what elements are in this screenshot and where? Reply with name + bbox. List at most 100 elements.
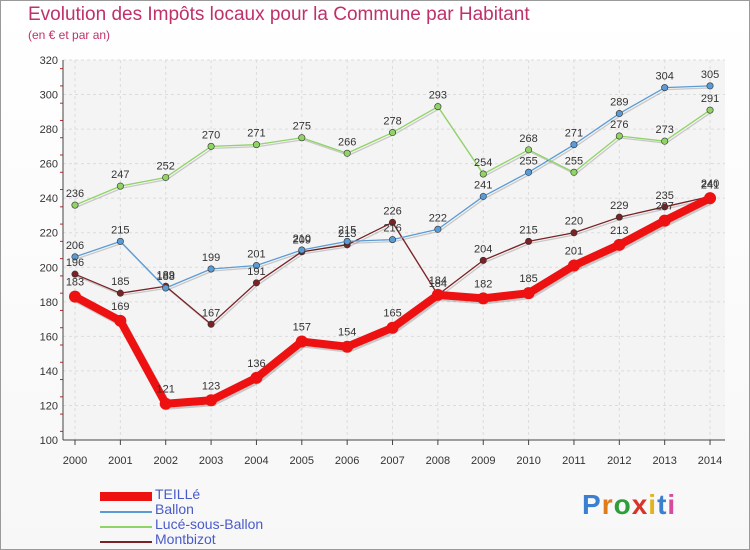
data-label-teill-: 154 xyxy=(338,327,356,339)
data-point-ballon xyxy=(207,265,215,273)
x-tick-label: 2011 xyxy=(562,455,586,467)
data-point-teill- xyxy=(658,214,671,227)
y-tick-label: 220 xyxy=(40,228,58,240)
data-label-luc-sous-ballon: 275 xyxy=(293,121,311,133)
data-label-montbizot: 167 xyxy=(202,307,220,319)
data-point-ballon xyxy=(298,246,306,254)
data-label-ballon: 199 xyxy=(202,252,220,264)
data-point-luc-sous-ballon xyxy=(434,103,442,111)
data-point-teill- xyxy=(295,335,308,348)
legend-label: Ballon xyxy=(155,501,194,517)
x-tick-label: 2005 xyxy=(290,455,314,467)
data-point-teill- xyxy=(704,192,717,205)
data-label-luc-sous-ballon: 270 xyxy=(202,129,220,141)
data-label-ballon: 210 xyxy=(293,233,311,245)
y-tick-label: 240 xyxy=(40,193,58,205)
data-label-montbizot: 213 xyxy=(338,228,356,240)
data-label-ballon: 289 xyxy=(610,97,628,109)
data-label-teill-: 121 xyxy=(157,384,175,396)
data-label-montbizot: 229 xyxy=(610,200,628,212)
data-label-teill-: 185 xyxy=(519,273,537,285)
data-label-montbizot: 235 xyxy=(656,190,674,202)
data-point-teill- xyxy=(613,238,626,251)
data-point-ballon xyxy=(525,168,533,176)
data-point-ballon xyxy=(252,262,260,270)
data-label-teill-: 213 xyxy=(610,225,628,237)
x-tick-label: 2007 xyxy=(380,455,404,467)
data-point-luc-sous-ballon xyxy=(298,134,306,142)
y-tick-label: 260 xyxy=(40,159,58,171)
data-point-luc-sous-ballon xyxy=(343,149,351,157)
data-point-montbizot xyxy=(71,270,79,278)
x-tick-label: 2013 xyxy=(652,455,676,467)
data-label-luc-sous-ballon: 255 xyxy=(565,155,583,167)
data-label-montbizot: 191 xyxy=(247,266,265,278)
legend-label: Montbizot xyxy=(155,531,216,547)
data-labels: 196 185 189 167 191 209 213 226 184 204 215 220 229 2… xyxy=(66,69,719,396)
data-label-ballon: 271 xyxy=(565,128,583,140)
data-point-ballon xyxy=(162,284,170,292)
legend-label: TEILLé xyxy=(155,486,201,502)
data-point-ballon xyxy=(71,253,79,261)
data-label-luc-sous-ballon: 252 xyxy=(157,160,175,172)
data-label-ballon: 222 xyxy=(429,212,447,224)
x-tick-label: 2010 xyxy=(516,455,540,467)
data-label-montbizot: 220 xyxy=(565,216,583,228)
data-point-luc-sous-ballon xyxy=(252,141,260,149)
data-label-luc-sous-ballon: 247 xyxy=(111,169,129,181)
data-label-teill-: 227 xyxy=(656,201,674,213)
data-point-luc-sous-ballon xyxy=(661,137,669,145)
data-label-montbizot: 184 xyxy=(429,278,447,290)
data-label-luc-sous-ballon: 276 xyxy=(610,119,628,131)
y-tick-label: 120 xyxy=(40,400,58,412)
logo-letter: r xyxy=(601,489,614,520)
data-point-ballon xyxy=(570,141,578,149)
series-layer xyxy=(69,82,717,410)
data-label-teill-: 123 xyxy=(202,380,220,392)
data-point-teill- xyxy=(341,340,354,353)
data-label-montbizot: 215 xyxy=(519,224,537,236)
data-point-luc-sous-ballon xyxy=(116,182,124,190)
data-point-ballon xyxy=(343,237,351,245)
x-tick-label: 2009 xyxy=(471,455,495,467)
x-tick-label: 2014 xyxy=(698,455,722,467)
y-tick-label: 180 xyxy=(40,297,58,309)
y-tick-label: 300 xyxy=(40,90,58,102)
data-point-ballon xyxy=(706,82,714,90)
y-tick-label: 160 xyxy=(40,331,58,343)
data-label-teill-: 165 xyxy=(383,308,401,320)
data-label-luc-sous-ballon: 278 xyxy=(383,116,401,128)
data-label-montbizot: 189 xyxy=(157,269,175,281)
x-tick-label: 2000 xyxy=(63,455,87,467)
legend-swatch xyxy=(100,492,152,501)
logo-letter: P xyxy=(582,489,602,520)
x-tick-label: 2012 xyxy=(607,455,631,467)
data-point-montbizot xyxy=(116,289,124,297)
data-point-ballon xyxy=(389,236,397,244)
data-label-luc-sous-ballon: 266 xyxy=(338,136,356,148)
data-point-montbizot xyxy=(525,237,533,245)
data-label-montbizot: 185 xyxy=(111,276,129,288)
logo-letter: x xyxy=(631,489,649,520)
legend-swatch xyxy=(100,511,152,513)
data-point-teill- xyxy=(522,287,535,300)
data-label-teill-: 201 xyxy=(565,246,583,258)
y-tick-label: 320 xyxy=(40,55,58,67)
axes: 100 120 140 160 180 200 220 240 260 280 300 320 2000… xyxy=(40,55,725,467)
data-point-montbizot xyxy=(252,279,260,287)
data-point-teill- xyxy=(386,321,399,334)
data-label-montbizot: 196 xyxy=(66,257,84,269)
data-label-ballon: 304 xyxy=(656,71,674,83)
data-point-teill- xyxy=(205,394,218,407)
data-point-teill- xyxy=(114,314,127,327)
data-point-teill- xyxy=(250,371,263,384)
data-point-teill- xyxy=(431,288,444,301)
data-label-ballon: 215 xyxy=(111,224,129,236)
data-point-luc-sous-ballon xyxy=(570,168,578,176)
proxiti-logo: Proxiti xyxy=(582,489,676,521)
data-point-ballon xyxy=(479,192,487,200)
data-label-teill-: 136 xyxy=(247,358,265,370)
legend-swatch xyxy=(100,526,152,528)
data-label-teill-: 184 xyxy=(429,275,447,287)
logo-letter: t xyxy=(657,489,668,520)
